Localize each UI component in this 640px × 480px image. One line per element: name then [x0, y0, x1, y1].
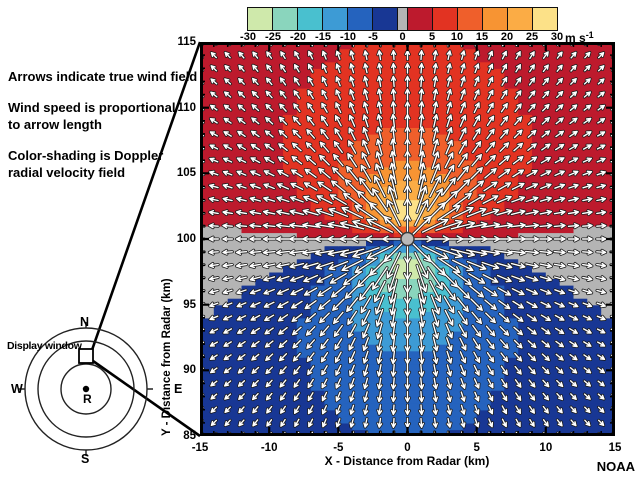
compass-east-label: E — [174, 382, 183, 396]
colorbar-tick-label: 25 — [525, 31, 539, 43]
unit-base: m s — [565, 31, 586, 45]
colorbar-tick-label: -25 — [265, 31, 281, 43]
colorbar-segment — [407, 8, 433, 30]
x-tick-label: -5 — [333, 442, 344, 454]
x-tick-label: -10 — [260, 442, 278, 454]
colorbar-segment — [457, 8, 483, 30]
plot-border — [200, 42, 615, 436]
colorbar-tick-label: 0 — [399, 31, 406, 43]
compass-north-label: N — [80, 315, 90, 329]
colorbar-zero-segment — [398, 8, 408, 30]
x-tick-label: 15 — [608, 442, 622, 454]
colorbar-segment — [323, 8, 349, 30]
x-tick-label: 5 — [473, 442, 480, 454]
compass-south-label: S — [81, 452, 90, 466]
noaa-credit: NOAA — [596, 459, 635, 474]
colorbar-segment — [533, 8, 558, 30]
colorbar-segment — [482, 8, 508, 30]
colorbar-unit: m s-1 — [565, 30, 594, 45]
wind-arrows — [200, 42, 615, 436]
colorbar-segment — [373, 8, 399, 30]
colorbar-tick-label: -30 — [240, 31, 256, 43]
colorbar-tick-label: -5 — [368, 31, 378, 43]
colorbar-tick-label: 30 — [550, 31, 564, 43]
unit-exponent: -1 — [585, 30, 594, 40]
x-tick-label: 0 — [404, 442, 411, 454]
velocity-plot — [200, 42, 615, 436]
x-tick-label: 10 — [539, 442, 553, 454]
colorbar-tick-label: 15 — [475, 31, 489, 43]
radar-label: R — [83, 392, 92, 406]
colorbar-tick-label: -10 — [340, 31, 356, 43]
colorbar-tick-label: 10 — [450, 31, 464, 43]
colorbar — [247, 7, 558, 31]
colorbar-tick-label: 20 — [500, 31, 514, 43]
colorbar-tick-label: -20 — [290, 31, 306, 43]
colorbar-segment — [273, 8, 299, 30]
y-axis-title: Y - Distance from Radar (km) — [161, 278, 173, 436]
x-axis-title: X - Distance from Radar (km) — [324, 454, 490, 468]
note-arrows: Arrows indicate true wind field — [8, 69, 198, 84]
compass-west-label: W — [11, 382, 23, 396]
colorbar-segment — [298, 8, 324, 30]
colorbar-segment — [248, 8, 274, 30]
colorbar-tick-label: 5 — [428, 31, 436, 43]
colorbar-segment — [507, 8, 533, 30]
colorbar-segment — [348, 8, 374, 30]
x-tick-label: -15 — [191, 442, 209, 454]
colorbar-tick-label: -15 — [315, 31, 331, 43]
outflow-center-marker — [400, 231, 415, 247]
display-window-label: Display window — [7, 340, 82, 352]
colorbar-segment — [432, 8, 458, 30]
